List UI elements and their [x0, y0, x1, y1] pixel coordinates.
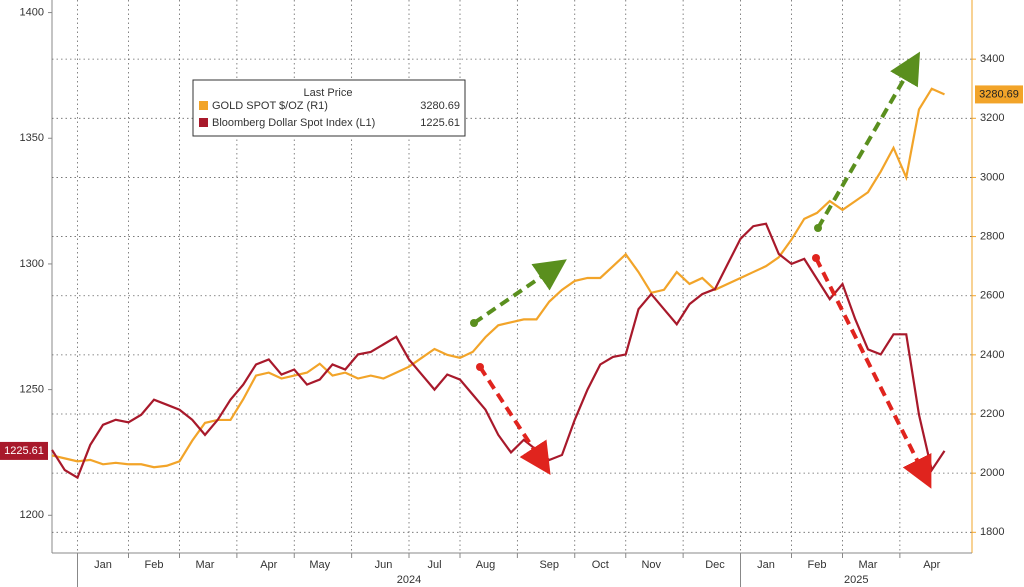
y-tick-label: 1300: [20, 258, 44, 270]
arrow-start: [476, 363, 484, 371]
x-tick-label: Sep: [539, 559, 559, 571]
y2-tick-label: 3200: [980, 112, 1004, 124]
x-tick-label: Jul: [427, 559, 441, 571]
y-tick-label: 1400: [20, 6, 44, 18]
trend-arrow: [814, 257, 932, 489]
x-tick-label: Nov: [641, 559, 661, 571]
last-value-label: 1225.61: [4, 445, 44, 457]
x-tick-label: Feb: [145, 559, 164, 571]
legend-box: [192, 79, 466, 137]
y2-tick-label: 2600: [980, 290, 1004, 302]
arrow-start: [470, 319, 478, 327]
x-tick-label: Feb: [808, 559, 827, 571]
legend-title: Last Price: [304, 87, 353, 99]
y2-tick-label: 3400: [980, 53, 1004, 65]
y2-tick-label: 3000: [980, 171, 1004, 183]
x-group-label: 2024: [397, 574, 421, 586]
x-tick-label: Jun: [375, 559, 393, 571]
x-tick-label: Oct: [592, 559, 609, 571]
y-tick-label: 1350: [20, 132, 44, 144]
arrow-start: [812, 254, 820, 262]
legend-swatch: [199, 118, 208, 127]
arrow-start: [814, 224, 822, 232]
x-tick-label: Mar: [859, 559, 878, 571]
legend-label: GOLD SPOT $/OZ (R1): [212, 100, 328, 112]
y2-tick-label: 2400: [980, 349, 1004, 361]
x-tick-label: Jan: [94, 559, 112, 571]
x-tick-label: May: [309, 559, 330, 571]
y2-tick-label: 2200: [980, 408, 1004, 420]
x-tick-label: Apr: [923, 559, 940, 571]
legend: Last Price GOLD SPOT $/OZ (R1) 3280.69 B…: [192, 79, 466, 137]
y-tick-label: 1250: [20, 384, 44, 396]
x-group-label: 2025: [844, 574, 868, 586]
x-tick-label: Mar: [196, 559, 215, 571]
last-value-tag: [975, 85, 1023, 104]
y-tick-label: 1200: [20, 509, 44, 521]
x-tick-label: Aug: [476, 559, 496, 571]
series-line: [51, 87, 945, 469]
trend-arrow: [478, 365, 551, 476]
y2-tick-label: 1800: [980, 526, 1004, 538]
y2-tick-label: 2000: [980, 467, 1004, 479]
trend-arrow: [472, 259, 567, 325]
series-line: [51, 222, 946, 480]
legend-swatch: [199, 101, 208, 110]
x-tick-label: Apr: [260, 559, 277, 571]
x-tick-label: Jan: [757, 559, 775, 571]
y2-tick-label: 2800: [980, 230, 1004, 242]
annotations: [470, 51, 932, 489]
legend-value: 1225.61: [420, 117, 460, 129]
legend-label: Bloomberg Dollar Spot Index (L1): [212, 117, 375, 129]
last-value-label: 3280.69: [979, 88, 1019, 100]
last-value-tag: [0, 441, 48, 460]
legend-value: 3280.69: [420, 100, 460, 112]
x-tick-label: Dec: [705, 559, 725, 571]
